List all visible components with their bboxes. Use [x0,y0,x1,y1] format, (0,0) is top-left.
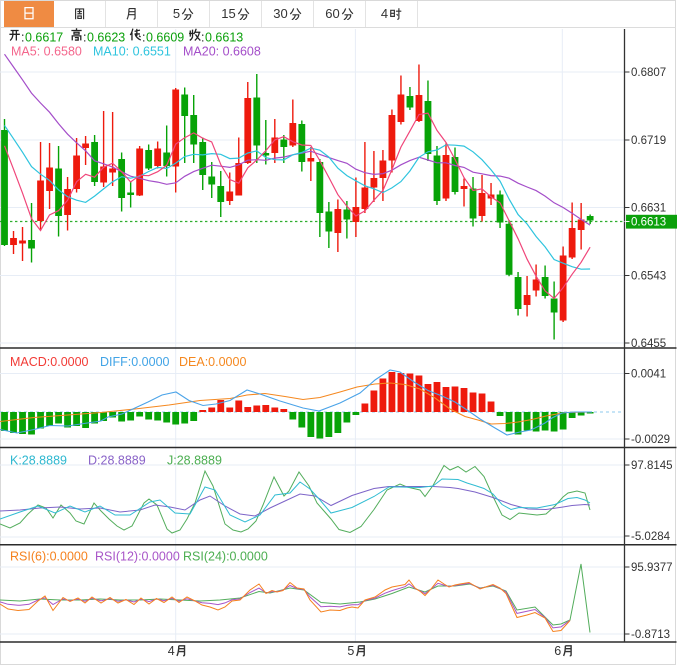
svg-text:MACD:0.0000: MACD:0.0000 [10,355,89,369]
svg-text:0.6623: 0.6623 [87,31,125,45]
svg-text:0.6613: 0.6613 [205,31,243,45]
svg-text:0.6807: 0.6807 [631,67,666,79]
svg-text:RSI(24):0.0000: RSI(24):0.0000 [183,550,268,564]
svg-text::: : [83,31,86,45]
svg-text::: : [21,31,24,45]
svg-text:97.8145: 97.8145 [631,460,673,472]
svg-text:0.6631: 0.6631 [631,203,666,215]
svg-text:6: 6 [554,644,561,658]
svg-text:-0.0029: -0.0029 [631,434,670,446]
svg-text:0.0041: 0.0041 [631,369,666,381]
svg-text:0.6613: 0.6613 [631,217,666,229]
svg-text:0.6543: 0.6543 [631,271,666,283]
svg-text:95.9377: 95.9377 [631,562,673,574]
svg-text:K:28.8889: K:28.8889 [10,454,67,468]
svg-text::: : [142,31,145,45]
svg-text:MA10: 0.6551: MA10: 0.6551 [93,45,171,59]
svg-text:DEA:0.0000: DEA:0.0000 [179,355,246,369]
svg-text:RSI(6):0.0000: RSI(6):0.0000 [10,550,88,564]
svg-text:4: 4 [168,644,175,658]
svg-text:0.6609: 0.6609 [146,31,184,45]
svg-text:MA20: 0.6608: MA20: 0.6608 [183,45,261,59]
svg-text:-0.8713: -0.8713 [631,629,670,641]
svg-text:D:28.8889: D:28.8889 [88,454,146,468]
svg-text:DIFF:0.0000: DIFF:0.0000 [100,355,170,369]
svg-text:0.6719: 0.6719 [631,135,666,147]
svg-text::: : [201,31,204,45]
svg-text:0.6455: 0.6455 [631,338,666,350]
svg-text:MA5: 0.6580: MA5: 0.6580 [11,45,82,59]
svg-text:5: 5 [347,644,354,658]
svg-text:J:28.8889: J:28.8889 [167,454,222,468]
svg-text:-5.0284: -5.0284 [631,531,671,543]
svg-text:0.6617: 0.6617 [25,31,63,45]
svg-text:RSI(12):0.0000: RSI(12):0.0000 [95,550,180,564]
